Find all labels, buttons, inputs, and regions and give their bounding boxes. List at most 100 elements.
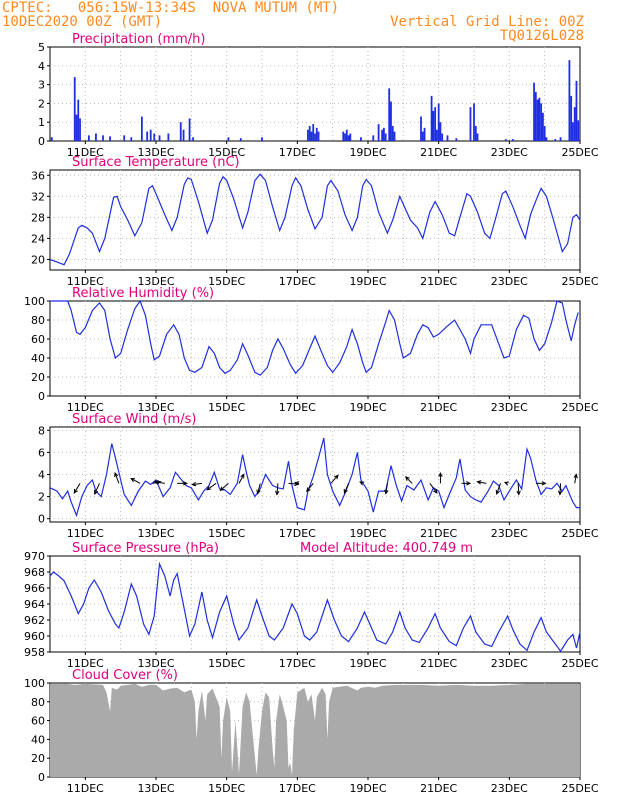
wind-arrowhead: [359, 481, 365, 486]
precip-bar: [473, 103, 475, 141]
panel-0: 0 1 2 3 4 5 11DEC 13DEC 15DEC 17DEC 19DEC 21DEC 23DE…: [38, 32, 599, 159]
precip-bar: [554, 139, 557, 141]
y-tick-label: 960: [24, 630, 45, 643]
panel-3: 0 2 4 6 8 11DEC 13DEC 15DEC 17DEC 19DEC 21DEC 23DEC…: [38, 412, 599, 540]
series-line: [49, 437, 580, 518]
x-tick-label: 15DEC: [208, 782, 245, 795]
y-tick-label: 60: [31, 715, 45, 728]
precip-bar: [146, 131, 149, 141]
wind-arrow: [405, 476, 413, 484]
x-tick-label: 19DEC: [349, 401, 386, 414]
y-tick-label: 24: [31, 232, 45, 245]
precip-bar: [393, 131, 396, 141]
y-tick-label: 3: [38, 79, 45, 92]
panel-title: Surface Wind (m/s): [72, 412, 196, 427]
precip-bar: [182, 129, 185, 141]
panel-4: 958 960 962 964 966 968 970 11DEC 13DEC 15DEC 17DE…: [24, 541, 599, 670]
precip-bar: [75, 114, 78, 141]
precip-bar: [432, 110, 435, 141]
precip-bar: [434, 107, 437, 141]
precip-bar: [538, 97, 541, 141]
precip-bar: [50, 137, 53, 141]
y-tick-label: 958: [24, 646, 45, 659]
x-tick-label: 11DEC: [67, 401, 104, 414]
x-tick-label: 13DEC: [137, 782, 174, 795]
wind-arrowhead: [153, 480, 159, 485]
y-tick-label: 0: [38, 390, 45, 403]
wind-arrow: [220, 482, 229, 491]
panel-title: Cloud Cover (%): [72, 668, 178, 683]
precip-bar: [421, 131, 424, 141]
wind-arrow: [429, 483, 438, 494]
precip-bar: [310, 131, 313, 141]
precip-bar: [543, 125, 546, 141]
x-tick-label: 11DEC: [67, 275, 104, 288]
precip-bar: [140, 116, 143, 141]
wind-arrow: [559, 483, 562, 495]
wind-arrowhead: [384, 489, 389, 495]
precip-bar: [360, 137, 362, 141]
x-tick-label: 23DEC: [491, 275, 528, 288]
precip-bar: [130, 137, 133, 141]
x-tick-label: 11DEC: [67, 146, 104, 159]
wind-arrowhead: [294, 481, 300, 486]
precip-bar: [153, 133, 156, 141]
wind-arrowhead: [275, 490, 280, 496]
wind-arrowhead: [240, 473, 245, 479]
x-tick-label: 17DEC: [279, 527, 316, 540]
precip-bar: [342, 131, 345, 141]
y-tick-label: 962: [24, 614, 45, 627]
panel-title: Surface Pressure (hPa): [72, 541, 219, 556]
precip-bar: [102, 135, 104, 141]
precip-bar: [423, 127, 426, 141]
x-tick-label: 11DEC: [67, 657, 104, 670]
wind-arrow: [238, 474, 245, 484]
series-line: [50, 299, 579, 376]
wind-arrowhead: [343, 488, 348, 494]
precip-bar: [559, 137, 562, 141]
precip-bar: [536, 99, 539, 141]
wind-arrow: [477, 481, 487, 484]
wind-arrow: [330, 475, 339, 484]
x-tick-label: 19DEC: [349, 782, 386, 795]
y-tick-label: 6: [38, 446, 45, 459]
x-tick-label: 23DEC: [491, 657, 528, 670]
wind-arrowhead: [404, 476, 410, 481]
model-code-header: TQ0126L028: [499, 28, 584, 44]
y-tick-label: 964: [24, 598, 45, 611]
x-tick-label: 17DEC: [279, 657, 316, 670]
x-tick-label: 23DEC: [491, 146, 528, 159]
precip-bar: [192, 137, 194, 141]
wind-arrow: [385, 483, 388, 494]
y-tick-label: 80: [31, 314, 45, 327]
wind-arrowhead: [495, 489, 500, 495]
wind-arrow: [94, 483, 100, 495]
panel-1: 20 24 28 32 36 11DEC 13DEC 15DEC 17DEC 19DEC 21DEC…: [31, 155, 599, 288]
x-tick-label: 23DEC: [491, 782, 528, 795]
precip-bar: [437, 103, 440, 141]
wind-arrow: [130, 478, 141, 484]
precip-bar: [123, 135, 126, 141]
precip-bar: [314, 133, 316, 141]
x-tick-label: 15DEC: [208, 275, 245, 288]
precip-bar: [540, 103, 543, 141]
panel-5: 0 20 40 60 80 100 11DEC 13DEC 15DEC 17DEC 19DEC 21D…: [24, 668, 599, 795]
precip-bar: [79, 118, 81, 141]
wind-arrowhead: [573, 473, 578, 479]
precip-bar: [545, 137, 548, 141]
precip-bar: [441, 133, 444, 141]
panel-title: Precipitation (mm/h): [72, 32, 205, 47]
precip-bar: [577, 120, 580, 141]
wind-arrowhead: [256, 489, 261, 495]
precip-bar: [568, 60, 571, 141]
x-tick-label: 19DEC: [349, 657, 386, 670]
y-tick-label: 40: [31, 352, 45, 365]
wind-arrowhead: [466, 481, 472, 486]
wind-arrow: [114, 472, 120, 484]
precip-bar: [389, 107, 391, 141]
x-tick-label: 15DEC: [208, 657, 245, 670]
y-tick-label: 20: [31, 253, 45, 266]
x-tick-label: 11DEC: [67, 527, 104, 540]
precip-bar: [474, 125, 477, 141]
x-tick-label: 17DEC: [279, 146, 316, 159]
